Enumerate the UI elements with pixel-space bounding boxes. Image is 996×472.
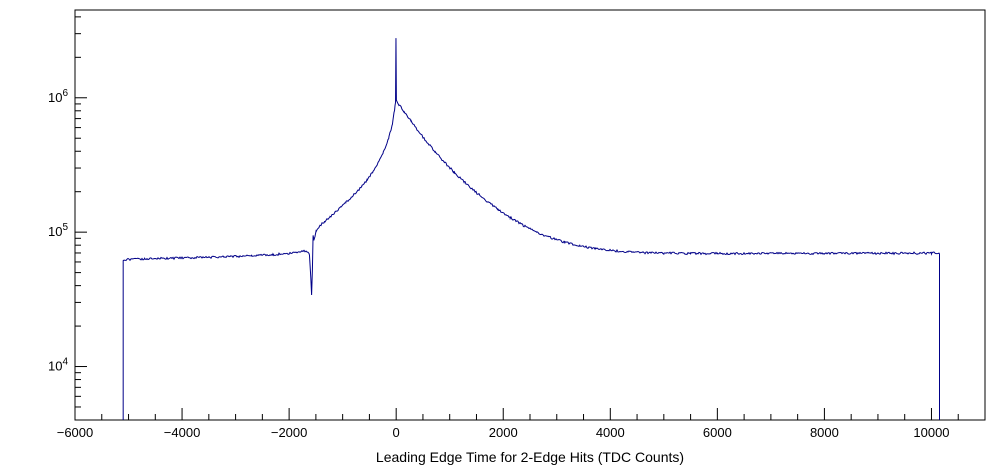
x-tick-label: −2000 — [271, 425, 308, 440]
x-tick-label: 4000 — [596, 425, 625, 440]
x-tick-label: −4000 — [164, 425, 201, 440]
y-tick-label: 106 — [48, 88, 68, 105]
plot-frame — [74, 9, 986, 421]
y-axis: 104 105 106 — [48, 16, 87, 408]
x-axis-title: Leading Edge Time for 2-Edge Hits (TDC C… — [375, 449, 685, 465]
x-tick-label: 10000 — [913, 425, 949, 440]
x-tick-label: 6000 — [703, 425, 732, 440]
histogram-line — [122, 38, 940, 420]
y-tick-label: 105 — [48, 222, 68, 239]
x-tick-label: 0 — [393, 425, 400, 440]
x-tick-label: −6000 — [57, 425, 94, 440]
x-tick-label: 8000 — [810, 425, 839, 440]
y-tick-label: 104 — [48, 357, 68, 374]
x-tick-label: 2000 — [489, 425, 518, 440]
x-axis: −6000 −4000 −2000 0 2000 4000 6000 8000 10000 — [57, 408, 959, 440]
